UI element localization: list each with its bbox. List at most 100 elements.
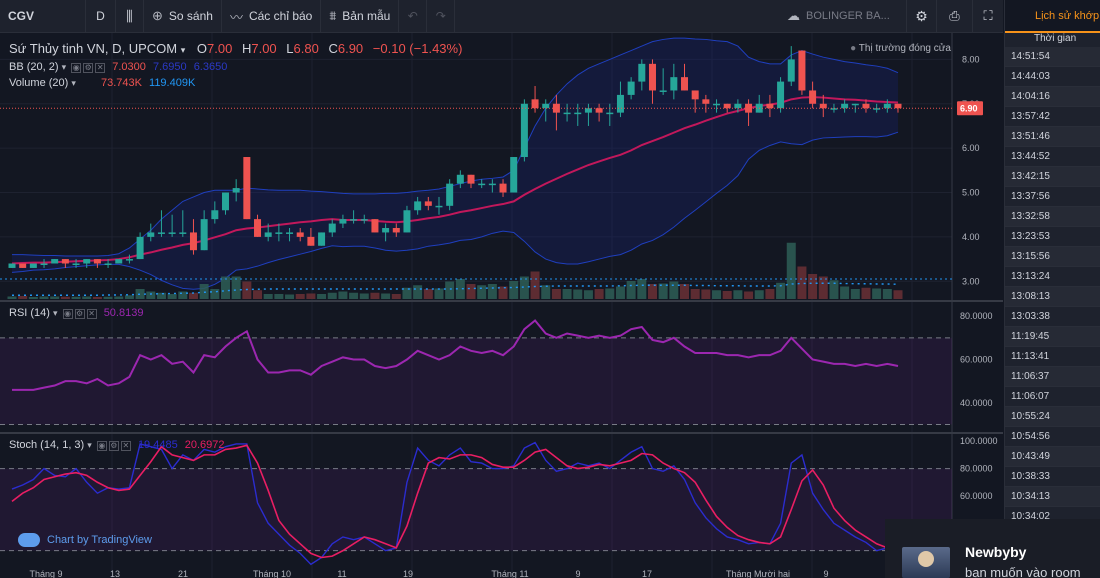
undo-button[interactable]: ↶ — [399, 0, 428, 33]
volume-bar — [519, 276, 529, 299]
stoch-tick-label: 100.0000 — [960, 436, 998, 446]
volume-bar — [18, 296, 28, 299]
candle-body — [136, 236, 144, 260]
bb-label[interactable]: BB (20, 2) — [9, 61, 59, 73]
gear-icon[interactable]: ⚙ — [108, 441, 119, 452]
candle-body — [414, 201, 422, 211]
candle-body — [616, 94, 624, 113]
trade-time-row: 10:54:56 — [1005, 427, 1100, 447]
templates-button[interactable]: ⩩ Bản mẫu — [321, 0, 400, 33]
volume-bar — [840, 286, 850, 299]
volume-bar — [135, 289, 145, 299]
volume-bar — [434, 288, 444, 299]
trade-time-row: 13:44:52 — [1005, 147, 1100, 167]
snapshot-button[interactable]: ⎙ — [937, 0, 973, 33]
fullscreen-icon: ⛶ — [983, 8, 993, 23]
volume-bar — [850, 289, 860, 299]
eye-icon[interactable]: ◉ — [62, 309, 73, 320]
rsi-controls: ◉ ⚙ ✕ — [61, 307, 97, 320]
gear-icon[interactable]: ⚙ — [74, 309, 85, 320]
volume-bar — [359, 293, 369, 299]
candle-body — [211, 210, 219, 220]
chat-notification[interactable]: Newbyby bạn muốn vào room — [885, 519, 1100, 578]
title-chevron-icon[interactable]: ▾ — [180, 45, 186, 55]
status-dot-icon: ● — [850, 43, 857, 54]
volume-label[interactable]: Volume (20) — [9, 77, 69, 89]
time-tick-label: 9 — [823, 569, 828, 578]
volume-chevron-icon[interactable]: ▾ — [71, 78, 76, 88]
close-icon[interactable]: ✕ — [95, 63, 106, 74]
candle-body — [531, 99, 539, 109]
candle-body — [296, 232, 304, 237]
volume-bar — [178, 291, 188, 299]
volume-bar — [808, 274, 818, 299]
candle-body — [787, 59, 795, 82]
volume-bar — [210, 289, 220, 299]
candle-body — [702, 99, 710, 104]
volume-bar — [28, 297, 38, 299]
fullscreen-button[interactable]: ⛶ — [973, 0, 1003, 33]
indicators-button[interactable]: 〰 Các chỉ báo — [222, 0, 322, 33]
tradingview-watermark[interactable]: Chart by TradingView — [18, 533, 152, 547]
volume-bar — [509, 281, 519, 299]
close-icon[interactable]: ✕ — [120, 441, 131, 452]
templates-icon: ⩩ — [329, 8, 337, 23]
volume-bar — [402, 287, 412, 299]
indicator-search-text: BOLINGER BA... — [806, 10, 890, 22]
last-price-label: 6.90 — [960, 104, 978, 114]
volume-bar — [551, 289, 561, 299]
candle-body — [435, 205, 443, 208]
stoch-chevron-icon[interactable]: ▾ — [87, 440, 92, 450]
volume-bar — [391, 294, 401, 299]
redo-icon: ↷ — [435, 9, 446, 23]
compare-button[interactable]: ⊕ So sánh — [144, 0, 222, 33]
rsi-chevron-icon[interactable]: ▾ — [53, 308, 58, 318]
volume-bar — [701, 289, 711, 299]
rsi-tick-label: 60.0000 — [960, 355, 993, 365]
indicator-search-field[interactable]: ☁ BOLINGER BA... — [779, 0, 907, 33]
volume-bar — [754, 290, 764, 299]
volume-bar — [712, 290, 722, 299]
redo-button[interactable]: ↷ — [427, 0, 456, 33]
candle-body — [713, 103, 721, 106]
compare-plus-icon: ⊕ — [152, 8, 163, 23]
candle-body — [40, 263, 48, 266]
volume-bar — [39, 296, 49, 299]
candle-body — [318, 232, 326, 246]
gear-icon[interactable]: ⚙ — [83, 63, 94, 74]
interval-button[interactable]: D — [86, 0, 116, 33]
price-tick-label: 4.00 — [962, 232, 980, 242]
volume-bar — [477, 285, 487, 299]
settings-button[interactable]: ⚙ — [907, 0, 937, 33]
stoch-d-line — [11, 444, 899, 559]
volume-bar — [114, 296, 124, 299]
trade-history-tab[interactable]: Lịch sử khớp lệnh — [1005, 0, 1100, 33]
volume-bar — [466, 284, 476, 299]
chart-style-button[interactable]: ⫼ — [116, 0, 144, 33]
rsi-legend: RSI (14) ▾ ◉ ⚙ ✕ 50.8139 — [9, 307, 143, 320]
volume-bar — [626, 281, 636, 299]
candle-body — [563, 112, 571, 115]
candle-body — [777, 81, 785, 109]
volume-bar — [82, 296, 92, 299]
volume-bar — [188, 292, 198, 299]
close-icon[interactable]: ✕ — [86, 309, 97, 320]
candle-body — [809, 90, 817, 104]
chart-area[interactable]: 3.00 4.00 5.00 6.00 7.00 8.00 6.90 40.0000 60.00… — [0, 33, 1003, 578]
rsi-label[interactable]: RSI (14) — [9, 307, 50, 319]
volume-bar — [317, 294, 327, 299]
time-tick-label: Tháng 9 — [29, 569, 62, 578]
time-tick-label: Tháng 10 — [253, 569, 291, 578]
volume-bar — [872, 288, 882, 299]
volume-bar — [583, 290, 593, 299]
candle-body — [157, 232, 165, 234]
stoch-label[interactable]: Stoch (14, 1, 3) — [9, 439, 85, 451]
time-tick-label: 21 — [178, 569, 188, 578]
symbol-search-button[interactable]: CGV — [0, 0, 86, 33]
candle-body — [723, 103, 731, 109]
trade-time-row: 13:03:38 — [1005, 307, 1100, 327]
bb-chevron-icon[interactable]: ▾ — [61, 62, 67, 72]
trade-time-row: 11:19:45 — [1005, 327, 1100, 347]
eye-icon[interactable]: ◉ — [71, 63, 82, 74]
eye-icon[interactable]: ◉ — [96, 441, 107, 452]
